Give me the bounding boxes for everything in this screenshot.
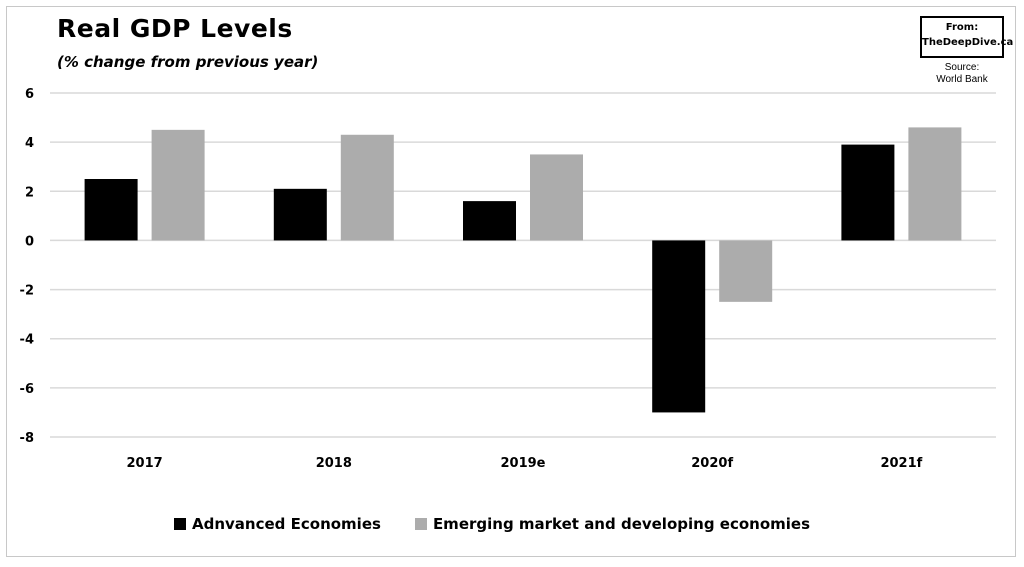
bar-advanced xyxy=(652,240,706,413)
x-tick-label: 2020f xyxy=(691,456,733,471)
y-tick-label: 6 xyxy=(25,87,34,102)
bar-emerging xyxy=(530,154,583,241)
x-tick-label: 2021f xyxy=(880,456,922,471)
legend: Adnvanced Economies Emerging market and … xyxy=(174,515,844,533)
x-tick-label: 2018 xyxy=(316,456,352,471)
y-tick-label: -4 xyxy=(20,333,34,348)
bar-advanced xyxy=(273,188,327,241)
legend-label-emerging: Emerging market and developing economies xyxy=(432,515,811,533)
x-tick-label: 2017 xyxy=(127,456,163,471)
y-tick-label: 0 xyxy=(25,234,34,249)
bar-emerging xyxy=(908,127,962,241)
bar-emerging xyxy=(151,129,205,241)
legend-item-emerging: Emerging market and developing economies xyxy=(414,515,811,533)
legend-swatch-advanced xyxy=(174,518,186,530)
bar-emerging xyxy=(719,240,773,302)
attribution-box: From: TheDeepDive.ca xyxy=(920,16,1014,58)
bar-advanced xyxy=(841,144,895,241)
bar-advanced xyxy=(84,179,138,241)
legend-label-advanced: Adnvanced Economies xyxy=(192,515,381,533)
y-tick-label: -8 xyxy=(20,431,34,446)
bar-emerging xyxy=(340,134,394,241)
chart-frame xyxy=(6,6,1016,557)
x-tick-label: 2019e xyxy=(501,456,546,471)
legend-swatch-emerging xyxy=(414,518,427,530)
source-note: Source: World Bank xyxy=(920,62,1004,86)
site-name: TheDeepDive.ca xyxy=(922,37,1014,48)
y-tick-label: -6 xyxy=(20,382,34,397)
chart-subtitle: (% change from previous year) xyxy=(57,53,319,71)
chart-title: Real GDP Levels xyxy=(57,14,293,43)
source-label: Source: xyxy=(944,62,980,73)
from-label: From: xyxy=(945,22,979,33)
y-tick-label: -2 xyxy=(20,284,34,299)
source-name: World Bank xyxy=(936,74,988,85)
legend-item-advanced: Adnvanced Economies xyxy=(174,515,381,533)
y-tick-label: 4 xyxy=(25,136,34,151)
bar-advanced xyxy=(463,201,516,241)
y-tick-label: 2 xyxy=(25,185,34,200)
